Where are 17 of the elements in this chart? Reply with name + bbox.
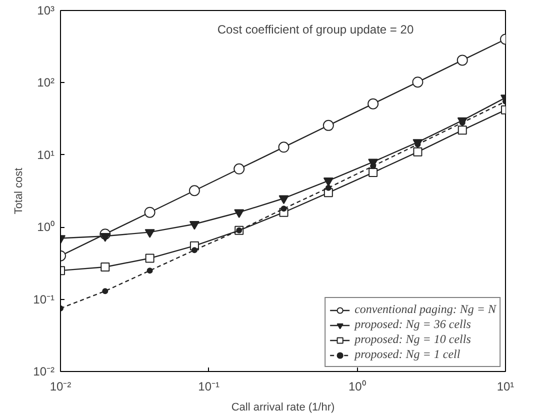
x-tick-label: 10¹ [496,380,514,394]
x-axis-title: Call arrival rate (1/hr) [231,402,335,414]
legend-label: proposed: Ng = 1 cell [354,347,460,362]
y-tick-label: 10⁰ [37,220,55,234]
y-tick-label: 10¹ [37,148,55,162]
y-tick-label: 10⁻¹ [33,292,55,306]
y-tick-label: 10² [37,76,55,90]
y-tick-label: 10³ [37,4,55,18]
x-tick-label: 10⁻² [50,380,72,394]
legend-label: conventional paging: Ng = N [354,302,496,317]
legend-label: proposed: Ng = 36 cells [354,317,471,332]
x-tick-label: 10⁰ [348,380,366,394]
legend-label: proposed: Ng = 10 cells [354,332,471,347]
x-tick-label: 10⁻¹ [198,380,220,394]
annotation: Cost coefficient of group update = 20 [217,22,414,36]
y-axis-title: Total cost [13,168,26,214]
y-tick-label: 10⁻² [33,364,55,378]
